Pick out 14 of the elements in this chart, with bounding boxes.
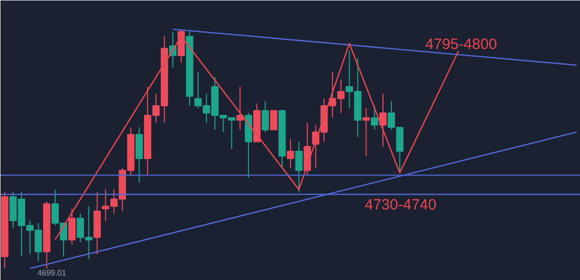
candlestick	[270, 110, 278, 130]
candlestick	[295, 141, 303, 192]
candlestick	[262, 100, 269, 133]
candlestick	[136, 126, 143, 183]
candlestick	[68, 208, 76, 246]
annotation: 4795-4800	[425, 36, 498, 54]
candlestick	[304, 122, 311, 176]
candlestick	[370, 105, 378, 130]
candlestick	[362, 108, 370, 157]
annotation: 4699.01	[37, 268, 67, 278]
candlestick	[286, 138, 294, 169]
candlestick	[178, 28, 185, 64]
annotation: 4730-4740	[364, 196, 436, 214]
candlestick	[379, 93, 387, 147]
